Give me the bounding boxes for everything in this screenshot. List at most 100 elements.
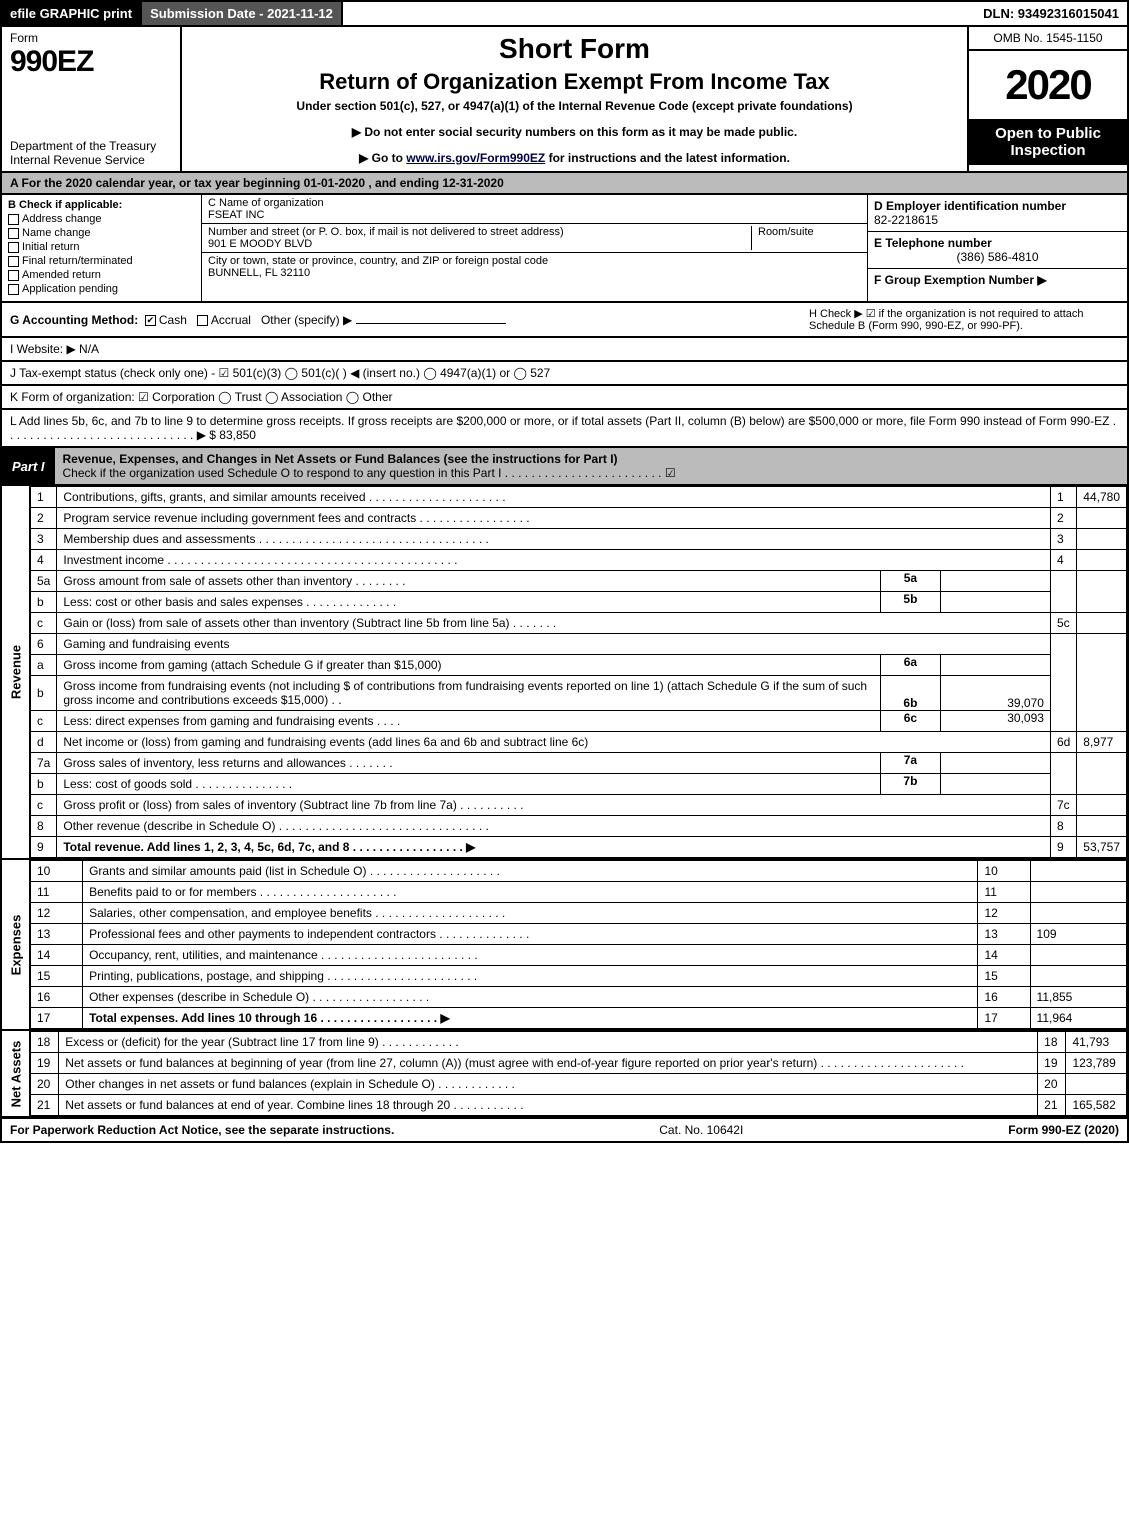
- main-title: Return of Organization Exempt From Incom…: [192, 69, 957, 95]
- short-form-title: Short Form: [192, 33, 957, 65]
- row-11: 11Benefits paid to or for members . . . …: [31, 882, 1127, 903]
- chk-name-change[interactable]: Name change: [8, 227, 195, 239]
- row-10: 10Grants and similar amounts paid (list …: [31, 861, 1127, 882]
- form-header: Form 990EZ Department of the Treasury In…: [0, 25, 1129, 173]
- irs-link[interactable]: www.irs.gov/Form990EZ: [406, 151, 545, 165]
- chk-initial-return[interactable]: Initial return: [8, 241, 195, 253]
- row-5b: bLess: cost or other basis and sales exp…: [31, 592, 1127, 613]
- b-label: B Check if applicable:: [8, 199, 195, 211]
- row-1: 1Contributions, gifts, grants, and simil…: [31, 487, 1127, 508]
- line-g: G Accounting Method: Cash Accrual Other …: [10, 313, 506, 327]
- expenses-table: 10Grants and similar amounts paid (list …: [30, 860, 1127, 1029]
- netassets-vlabel: Net Assets: [2, 1031, 30, 1116]
- org-addr-cell: Number and street (or P. O. box, if mail…: [202, 224, 867, 253]
- row-21: 21Net assets or fund balances at end of …: [31, 1095, 1127, 1116]
- row-7b: bLess: cost of goods sold . . . . . . . …: [31, 774, 1127, 795]
- row-4: 4Investment income . . . . . . . . . . .…: [31, 550, 1127, 571]
- row-7c: cGross profit or (loss) from sales of in…: [31, 795, 1127, 816]
- row-6d: dNet income or (loss) from gaming and fu…: [31, 732, 1127, 753]
- row-6a: aGross income from gaming (attach Schedu…: [31, 655, 1127, 676]
- header-mid: Short Form Return of Organization Exempt…: [182, 27, 967, 171]
- c-name-label: C Name of organization: [208, 197, 861, 209]
- footer-form-id: Form 990-EZ (2020): [1008, 1123, 1119, 1137]
- department: Department of the Treasury Internal Reve…: [10, 139, 172, 167]
- footer-left: For Paperwork Reduction Act Notice, see …: [10, 1123, 394, 1137]
- note2-post: for instructions and the latest informat…: [545, 151, 790, 165]
- row-2: 2Program service revenue including gover…: [31, 508, 1127, 529]
- org-info-block: B Check if applicable: Address change Na…: [0, 195, 1129, 303]
- dln: DLN: 93492316015041: [975, 2, 1127, 25]
- group-exemption-cell: F Group Exemption Number ▶: [868, 269, 1127, 291]
- ein-value: 82-2218615: [874, 213, 1121, 227]
- subtitle: Under section 501(c), 527, or 4947(a)(1)…: [192, 99, 957, 113]
- part-1-title: Revenue, Expenses, and Changes in Net As…: [55, 448, 1127, 484]
- chk-amended-return[interactable]: Amended return: [8, 269, 195, 281]
- section-d-e-f: D Employer identification number 82-2218…: [867, 195, 1127, 301]
- org-city: BUNNELL, FL 32110: [208, 267, 861, 279]
- tel-cell: E Telephone number (386) 586-4810: [868, 232, 1127, 269]
- row-6b: bGross income from fundraising events (n…: [31, 676, 1127, 711]
- revenue-table: 1Contributions, gifts, grants, and simil…: [30, 486, 1127, 858]
- chk-final-return[interactable]: Final return/terminated: [8, 255, 195, 267]
- row-13: 13Professional fees and other payments t…: [31, 924, 1127, 945]
- form-number: 990EZ: [10, 45, 172, 79]
- page-footer: For Paperwork Reduction Act Notice, see …: [0, 1118, 1129, 1143]
- ein-label: D Employer identification number: [874, 199, 1121, 213]
- row-17: 17Total expenses. Add lines 10 through 1…: [31, 1008, 1127, 1029]
- netassets-table: 18Excess or (deficit) for the year (Subt…: [30, 1031, 1127, 1116]
- group-label: F Group Exemption Number ▶: [874, 273, 1121, 287]
- tax-year: 2020: [969, 51, 1127, 119]
- row-8: 8Other revenue (describe in Schedule O) …: [31, 816, 1127, 837]
- org-city-cell: City or town, state or province, country…: [202, 253, 867, 281]
- row-7a: 7aGross sales of inventory, less returns…: [31, 753, 1127, 774]
- section-b: B Check if applicable: Address change Na…: [2, 195, 202, 301]
- form-label: Form: [10, 31, 172, 45]
- chk-application-pending[interactable]: Application pending: [8, 283, 195, 295]
- line-k-org-form: K Form of organization: ☑ Corporation ◯ …: [0, 386, 1129, 410]
- room-label: Room/suite: [751, 226, 861, 250]
- line-a-tax-year: A For the 2020 calendar year, or tax yea…: [0, 173, 1129, 195]
- chk-cash[interactable]: [145, 315, 156, 326]
- section-c: C Name of organization FSEAT INC Number …: [202, 195, 867, 301]
- org-name: FSEAT INC: [208, 209, 861, 221]
- city-label: City or town, state or province, country…: [208, 255, 861, 267]
- org-name-cell: C Name of organization FSEAT INC: [202, 195, 867, 224]
- expenses-section: Expenses 10Grants and similar amounts pa…: [0, 860, 1129, 1031]
- line-i-website: I Website: ▶ N/A: [0, 338, 1129, 362]
- row-15: 15Printing, publications, postage, and s…: [31, 966, 1127, 987]
- line-j-tax-status: J Tax-exempt status (check only one) - ☑…: [0, 362, 1129, 386]
- row-6c: cLess: direct expenses from gaming and f…: [31, 711, 1127, 732]
- instructions-link-line: ▶ Go to www.irs.gov/Form990EZ for instru…: [192, 151, 957, 165]
- line-l-gross-receipts: L Add lines 5b, 6c, and 7b to line 9 to …: [0, 410, 1129, 448]
- part-1-check: Check if the organization used Schedule …: [63, 466, 676, 480]
- chk-address-change[interactable]: Address change: [8, 213, 195, 225]
- efile-print[interactable]: efile GRAPHIC print: [2, 2, 142, 25]
- footer-cat-no: Cat. No. 10642I: [659, 1123, 743, 1137]
- part-1-header: Part I Revenue, Expenses, and Changes in…: [0, 448, 1129, 486]
- net-assets-section: Net Assets 18Excess or (deficit) for the…: [0, 1031, 1129, 1118]
- row-6: 6Gaming and fundraising events: [31, 634, 1127, 655]
- row-19: 19Net assets or fund balances at beginni…: [31, 1053, 1127, 1074]
- row-3: 3Membership dues and assessments . . . .…: [31, 529, 1127, 550]
- expenses-vlabel: Expenses: [2, 860, 30, 1029]
- ssn-warning: ▶ Do not enter social security numbers o…: [192, 125, 957, 139]
- row-14: 14Occupancy, rent, utilities, and mainte…: [31, 945, 1127, 966]
- revenue-section: Revenue 1Contributions, gifts, grants, a…: [0, 486, 1129, 860]
- note2-pre: ▶ Go to: [359, 151, 406, 165]
- omb-number: OMB No. 1545-1150: [969, 27, 1127, 51]
- open-to-public: Open to Public Inspection: [969, 119, 1127, 165]
- row-9: 9Total revenue. Add lines 1, 2, 3, 4, 5c…: [31, 837, 1127, 858]
- part-1-tag: Part I: [2, 455, 55, 478]
- submission-date: Submission Date - 2021-11-12: [142, 2, 343, 25]
- row-12: 12Salaries, other compensation, and empl…: [31, 903, 1127, 924]
- tel-label: E Telephone number: [874, 236, 1121, 250]
- org-street: 901 E MOODY BLVD: [208, 238, 751, 250]
- tel-value: (386) 586-4810: [874, 250, 1121, 264]
- row-18: 18Excess or (deficit) for the year (Subt…: [31, 1032, 1127, 1053]
- chk-accrual[interactable]: [197, 315, 208, 326]
- line-g-h: G Accounting Method: Cash Accrual Other …: [0, 303, 1129, 338]
- revenue-vlabel: Revenue: [2, 486, 30, 858]
- line-h: H Check ▶ ☑ if the organization is not r…: [809, 307, 1119, 332]
- row-16: 16Other expenses (describe in Schedule O…: [31, 987, 1127, 1008]
- row-20: 20Other changes in net assets or fund ba…: [31, 1074, 1127, 1095]
